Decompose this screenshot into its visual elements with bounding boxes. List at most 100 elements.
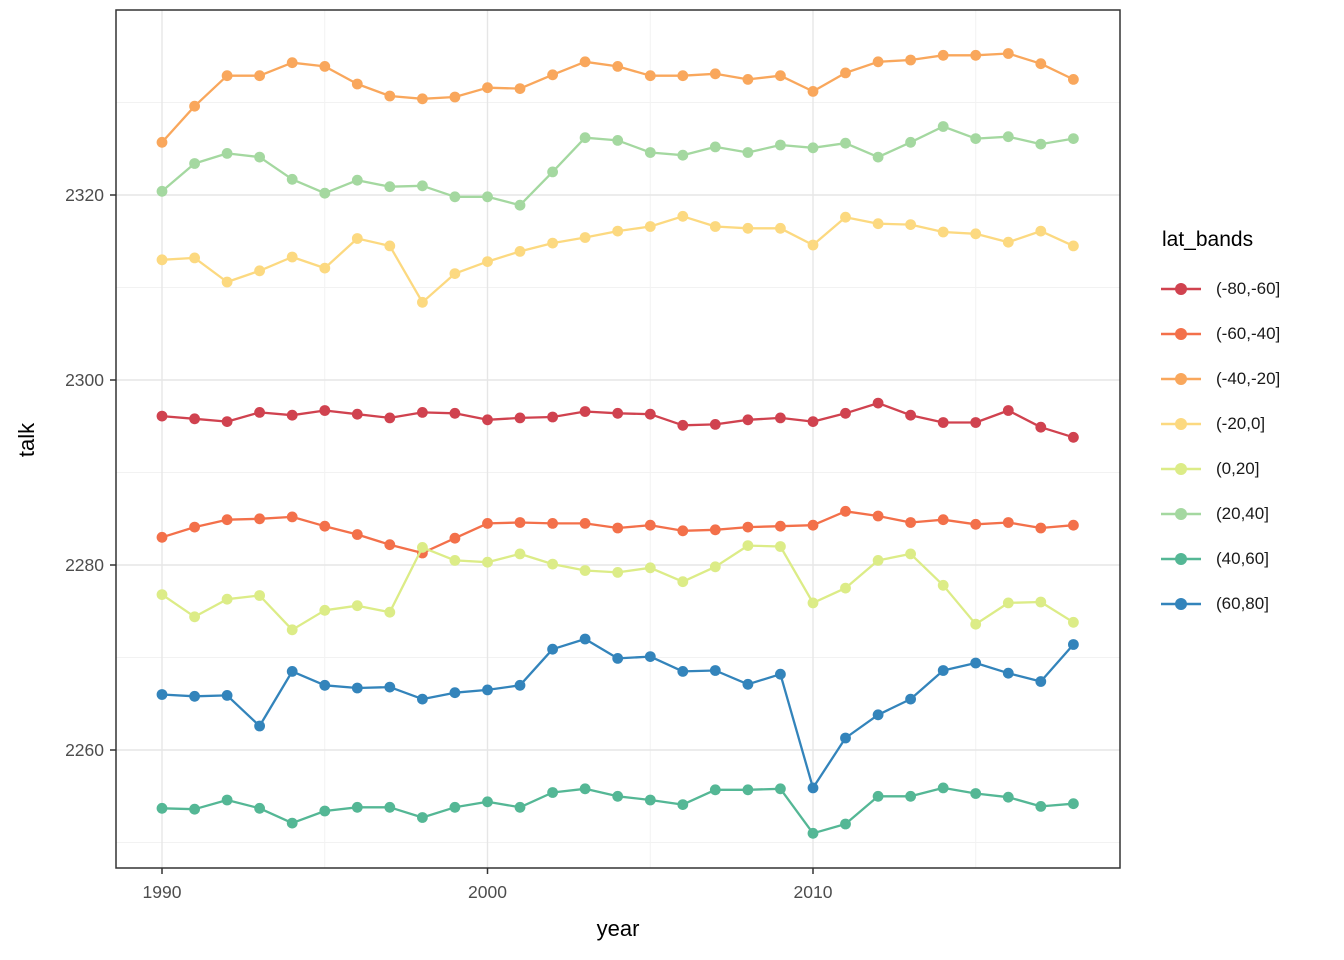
legend-label: (-40,-20] (1216, 368, 1281, 388)
legend-label: (-20,0] (1216, 413, 1266, 433)
legend-items: (-80,-60] (-60,-40] (-40,-20] (-20,0] (0,20]… (1156, 266, 1280, 626)
data-point (514, 517, 526, 528)
data-point (644, 408, 656, 420)
data-point (547, 237, 558, 249)
data-point (579, 783, 591, 795)
data-point (351, 78, 363, 90)
data-point (807, 782, 819, 794)
data-point (1068, 74, 1079, 85)
data-point (254, 802, 265, 814)
data-point (417, 542, 428, 553)
legend-key-icon (1161, 597, 1201, 610)
data-point (514, 246, 526, 257)
series-(-20,0] (156, 210, 1079, 308)
x-tick-label: 2010 (794, 882, 833, 902)
series-(-60,-40] (156, 505, 1079, 559)
data-point (709, 141, 721, 153)
data-point (1068, 639, 1079, 650)
series-(20,40] (156, 121, 1079, 211)
data-point (384, 606, 396, 618)
legend-key-point (1175, 507, 1187, 520)
legend-label: (-60,-40] (1216, 323, 1281, 343)
data-point (872, 218, 884, 230)
data-point (384, 90, 396, 102)
data-point (807, 519, 819, 531)
legend-item-(-60,-40]: (-60,-40] (1156, 311, 1280, 356)
data-point (547, 518, 558, 529)
data-point (709, 524, 721, 536)
legend-label: (60,80] (1216, 593, 1269, 613)
data-point (449, 687, 461, 699)
data-point (905, 54, 916, 66)
data-point (840, 137, 851, 149)
data-point (807, 86, 819, 97)
data-point (677, 419, 689, 431)
data-point (970, 788, 982, 799)
data-point (709, 784, 721, 796)
legend-key-icon (1161, 372, 1201, 385)
data-point (579, 633, 591, 645)
data-point (1002, 667, 1014, 679)
data-point (1035, 421, 1047, 433)
data-point (449, 268, 461, 279)
data-point (254, 407, 265, 418)
data-point (254, 513, 265, 525)
data-point (709, 561, 721, 573)
data-point (384, 681, 396, 693)
data-point (612, 567, 624, 578)
legend-item-(-80,-60]: (-80,-60] (1156, 266, 1280, 311)
data-point (872, 151, 884, 163)
series-(40,60] (156, 782, 1079, 839)
data-point (612, 61, 624, 72)
data-point (970, 228, 982, 240)
data-point (351, 801, 363, 813)
data-point (644, 147, 656, 158)
y-tick-label: 2280 (65, 555, 104, 575)
panel-border-rect (115, 9, 1121, 869)
data-point (221, 148, 233, 159)
data-point (579, 132, 591, 144)
data-point (775, 222, 786, 234)
data-point (872, 709, 884, 721)
data-point (775, 541, 786, 552)
data-point (547, 558, 558, 570)
data-point (612, 522, 624, 534)
legend-item-(0,20]: (0,20] (1156, 446, 1280, 491)
legend-key-point (1175, 372, 1187, 385)
data-point (482, 256, 493, 267)
axis-ticks-and-labels: 2260 2280 2300 2320 1990 2000 2010 (65, 185, 833, 902)
data-point (840, 732, 851, 744)
data-point (742, 784, 754, 796)
data-point (482, 191, 493, 203)
data-point (189, 611, 201, 623)
data-point (872, 555, 884, 566)
data-point (189, 413, 201, 425)
y-axis-title: talk (14, 422, 39, 458)
data-point (937, 665, 949, 676)
legend-key-icon (1161, 462, 1201, 475)
data-point (677, 525, 689, 537)
legend-label: (-80,-60] (1216, 278, 1281, 298)
data-point (970, 657, 982, 669)
data-point (905, 409, 916, 421)
data-point (644, 562, 656, 574)
data-point (937, 417, 949, 428)
data-point (905, 136, 916, 148)
data-point (612, 790, 624, 802)
data-point (221, 794, 233, 806)
series-(-40,-20] (156, 48, 1079, 148)
data-point (677, 70, 689, 82)
data-point (937, 121, 949, 132)
data-point (1002, 405, 1014, 416)
data-point (221, 514, 233, 526)
y-tick-label: 2300 (65, 370, 104, 390)
data-point (612, 653, 624, 664)
data-point (1002, 236, 1014, 248)
data-point (905, 693, 916, 705)
data-point (807, 597, 819, 609)
data-point (156, 689, 168, 700)
data-point (905, 517, 916, 528)
data-point (514, 199, 526, 211)
data-point (482, 684, 493, 696)
